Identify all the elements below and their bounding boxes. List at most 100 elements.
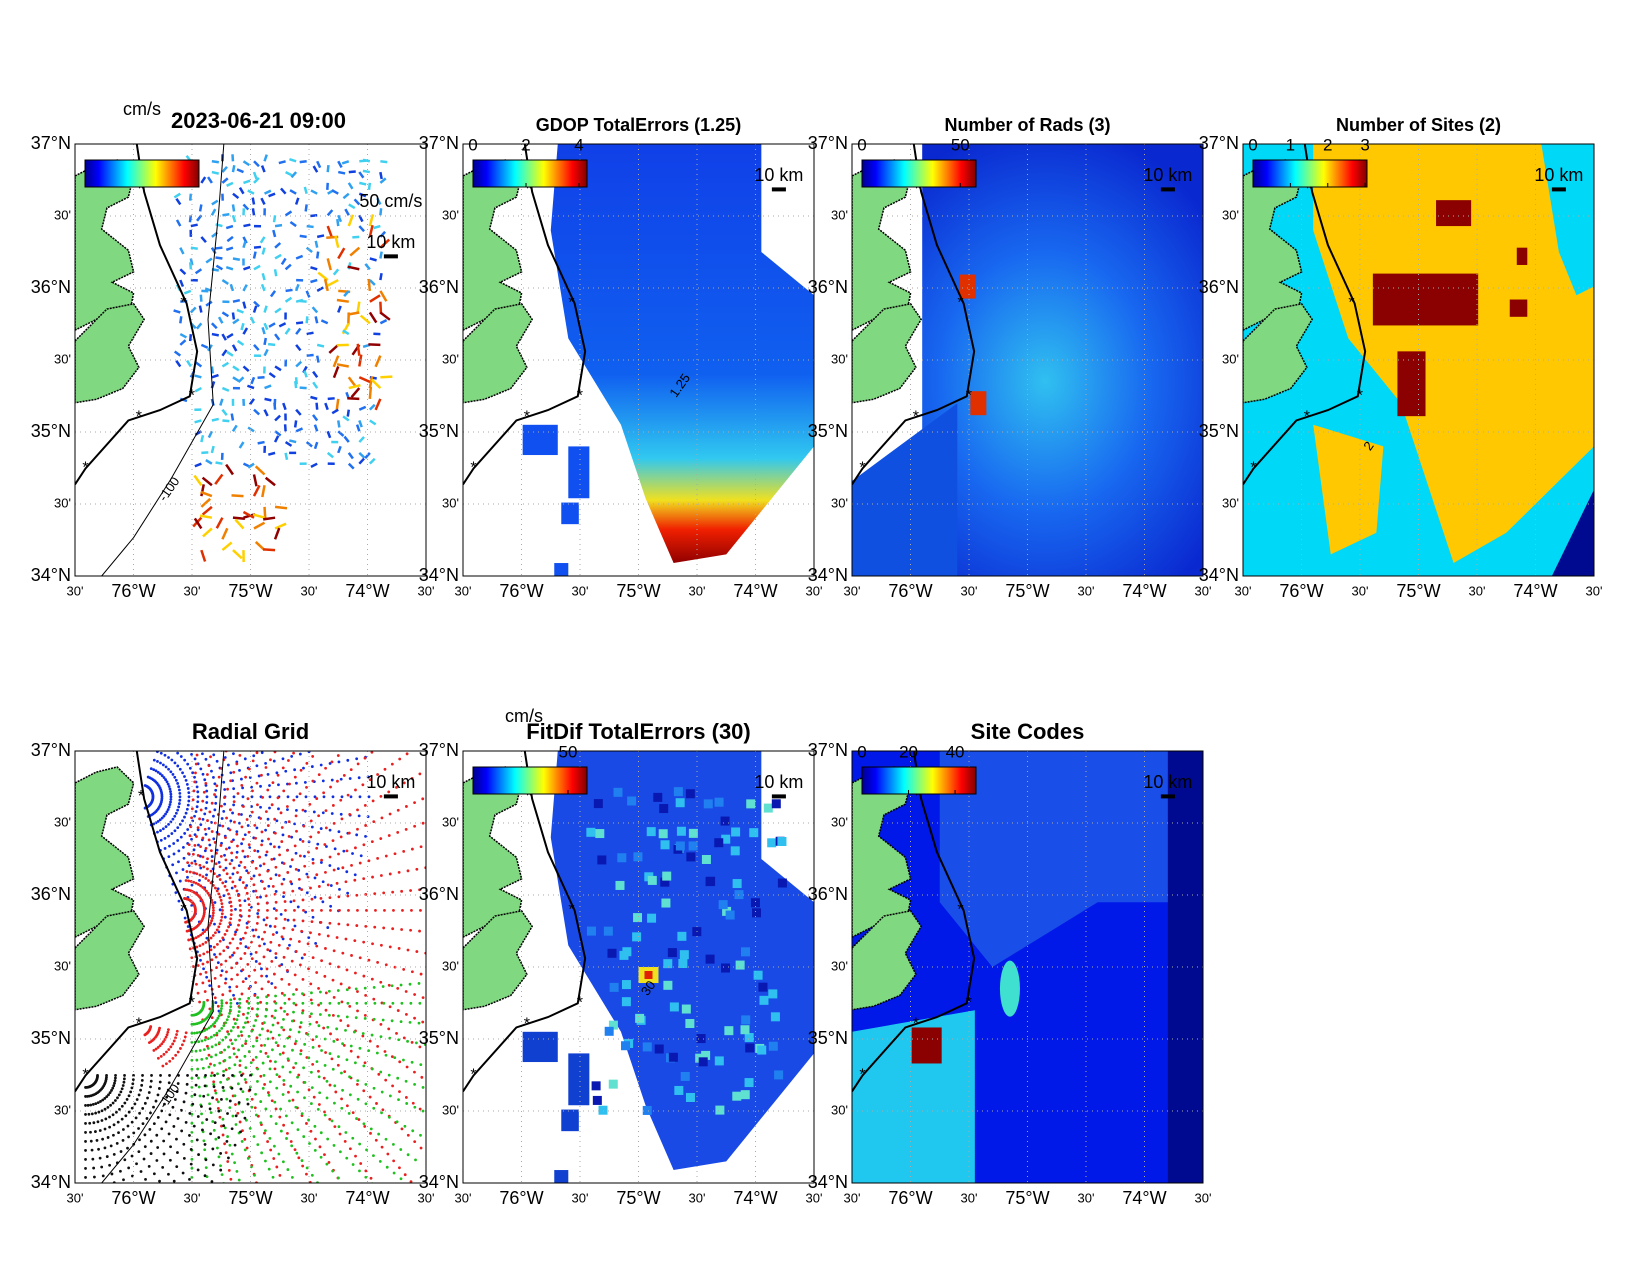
radial-grid-point <box>398 652 401 655</box>
colorbar-tick-label: 0 <box>1248 135 1257 154</box>
radial-grid-point <box>386 1152 390 1156</box>
current-vector <box>314 316 319 324</box>
radial-grid-point <box>273 1100 277 1104</box>
radial-grid-point <box>194 1049 198 1053</box>
radial-grid-point <box>336 1038 339 1042</box>
radial-grid-point <box>450 1064 453 1067</box>
radial-grid-point <box>338 703 341 706</box>
radial-grid-point <box>111 1101 115 1105</box>
lon-tick-label: 30' <box>184 1190 201 1205</box>
radial-grid-point <box>343 1140 347 1143</box>
radial-grid-point <box>405 805 408 808</box>
radial-grid-point <box>311 861 315 865</box>
radial-grid-point <box>199 823 203 827</box>
radial-grid-point <box>198 944 202 948</box>
radial-grid-point <box>430 819 433 822</box>
radial-grid-point <box>245 1266 248 1269</box>
current-vector <box>251 197 256 205</box>
radial-grid-point <box>395 1032 398 1035</box>
radial-grid-point <box>267 884 271 888</box>
radial-grid-point <box>307 1056 311 1060</box>
lon-tick-label: 75°W <box>1005 581 1049 601</box>
current-vector <box>343 290 350 297</box>
current-vector <box>257 376 265 380</box>
current-vector <box>369 294 381 303</box>
radial-grid-point <box>278 1174 282 1177</box>
radial-grid-point <box>280 882 284 886</box>
radial-grid-point <box>347 909 350 912</box>
radial-grid-point <box>453 979 456 982</box>
current-vector <box>332 268 340 276</box>
radial-grid-point <box>390 612 393 615</box>
radial-grid-point <box>239 942 243 945</box>
radial-grid-point <box>300 956 304 960</box>
radial-grid-point <box>193 833 197 837</box>
current-vector <box>186 359 192 368</box>
current-vector <box>206 176 213 184</box>
radial-grid-point <box>301 808 305 812</box>
lon-tick-label: 75°W <box>616 1188 660 1208</box>
radial-grid-point <box>181 819 184 823</box>
radial-grid-point <box>309 1070 313 1074</box>
current-vector <box>242 510 255 519</box>
radial-grid-point <box>141 1074 144 1077</box>
radial-grid-point <box>225 847 228 851</box>
radial-grid-point <box>277 943 281 947</box>
radial-grid-point <box>419 1146 423 1150</box>
radial-grid-point <box>288 1070 292 1074</box>
radial-grid-point <box>270 982 274 985</box>
radial-grid-point <box>208 697 211 700</box>
radial-grid-point <box>246 963 250 966</box>
radial-grid-point <box>317 987 320 990</box>
error-cell <box>777 878 787 888</box>
radial-grid-point <box>336 1063 340 1067</box>
radial-grid-point <box>300 929 304 933</box>
radial-grid-point <box>331 795 335 799</box>
radial-grid-point <box>265 901 269 905</box>
error-cell <box>608 1020 618 1030</box>
radial-grid-point <box>214 1137 218 1141</box>
radial-grid-point <box>250 638 253 641</box>
radial-grid-point <box>417 982 421 985</box>
scale-bar-label: 10 km <box>366 232 415 252</box>
radial-grid-point <box>275 771 279 775</box>
radar-site: * <box>180 295 186 312</box>
radial-grid-point <box>188 766 192 770</box>
radial-grid-point <box>311 1046 315 1049</box>
radial-grid-point <box>287 1209 290 1212</box>
radial-grid-point <box>174 891 178 895</box>
current-vector <box>232 318 240 325</box>
radial-grid-point <box>156 1116 160 1119</box>
radial-grid-point <box>270 1014 274 1018</box>
radial-grid-point <box>325 845 328 848</box>
radial-grid-point <box>248 776 252 779</box>
radial-grid-point <box>165 810 169 814</box>
radial-grid-point <box>228 744 231 747</box>
lon-tick-label: 30' <box>184 583 201 598</box>
radial-grid-point <box>219 963 223 966</box>
radial-grid-point <box>368 1095 372 1099</box>
radial-grid-point <box>96 1212 99 1215</box>
radial-grid-point <box>225 872 229 876</box>
radial-grid-point <box>307 1088 311 1092</box>
radial-grid-point <box>447 1005 450 1008</box>
radial-grid-point <box>328 762 332 765</box>
radial-grid-point <box>204 806 208 810</box>
radial-grid-point <box>346 894 350 898</box>
radial-grid-point <box>169 770 173 774</box>
radial-grid-point <box>281 833 285 837</box>
radial-grid-point <box>234 908 237 911</box>
radial-grid-point <box>281 1250 284 1253</box>
radial-grid-point <box>254 981 257 984</box>
radial-grid-point <box>220 999 224 1003</box>
radial-grid-point <box>144 1177 147 1181</box>
radial-grid-point <box>282 1123 286 1127</box>
lat-tick-label: 30' <box>442 958 459 973</box>
radial-grid-point <box>531 970 534 973</box>
radial-grid-point <box>275 701 278 704</box>
radial-grid-point <box>332 1230 335 1233</box>
radial-grid-point <box>454 1002 457 1005</box>
error-cell <box>696 1034 706 1044</box>
radial-grid-point <box>289 937 293 941</box>
radial-grid-point <box>223 788 227 791</box>
